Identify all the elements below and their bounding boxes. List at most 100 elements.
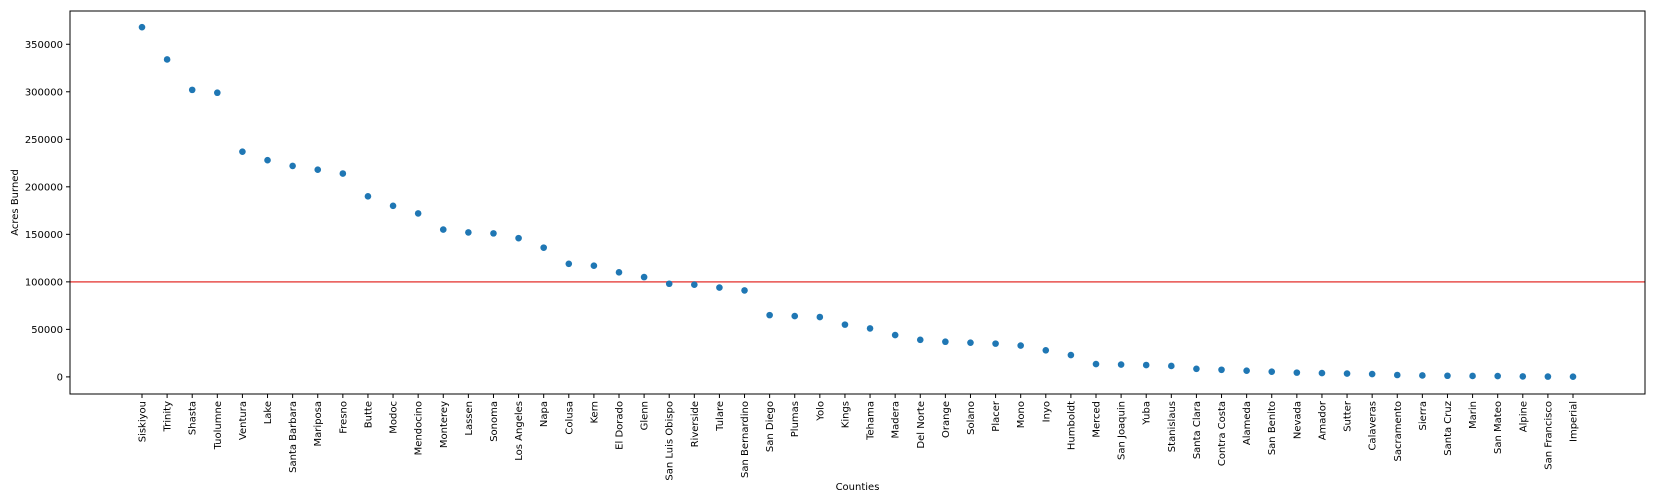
x-tick-label: Calaveras [1368, 401, 1379, 451]
data-point [1368, 370, 1376, 378]
data-point [1168, 362, 1175, 370]
data-point [1469, 372, 1476, 380]
x-tick-label: El Dorado [615, 401, 626, 450]
data-point [1042, 346, 1050, 354]
x-tick-label: Stanislaus [1167, 401, 1178, 452]
data-point [289, 162, 296, 170]
x-tick-label: Colusa [564, 401, 575, 435]
data-point [1494, 372, 1501, 380]
x-tick-label: Alameda [1242, 401, 1253, 445]
y-tick-label: 250000 [25, 135, 63, 146]
x-tick-label: San Benito [1267, 401, 1278, 455]
data-point [1544, 373, 1552, 380]
x-tick-label: Yolo [815, 401, 826, 422]
x-tick-label: Merced [1092, 401, 1103, 438]
x-tick-label: Inyo [1041, 401, 1052, 422]
data-point [188, 86, 196, 94]
x-tick-label: San Luis Obispo [665, 401, 676, 481]
x-tick-label: Sierra [1418, 401, 1429, 430]
x-tick-label: Sutter [1343, 400, 1354, 432]
x-tick-label: Madera [891, 401, 902, 439]
data-point [1092, 360, 1100, 368]
y-axis-label: Acres Burned [10, 169, 21, 236]
data-point [791, 312, 799, 320]
x-tick-label: Glenn [640, 401, 651, 430]
data-point [389, 202, 397, 210]
y-tick-label: 150000 [25, 230, 63, 241]
x-tick-label: San Joaquin [1117, 401, 1128, 460]
x-tick-label: San Mateo [1493, 401, 1504, 454]
data-point [1343, 370, 1351, 377]
x-tick-label: Riverside [690, 401, 701, 447]
x-tick-label: San Bernardino [740, 401, 751, 478]
x-tick-label: Fresno [338, 401, 349, 434]
y-tick-label: 200000 [25, 182, 63, 193]
data-point [1142, 361, 1150, 369]
x-tick-label: Marin [1468, 401, 1479, 429]
x-tick-label: Kern [589, 401, 600, 424]
data-point [1243, 367, 1250, 375]
data-point [665, 280, 673, 288]
x-tick-label: Trinity [163, 401, 174, 433]
data-point [691, 281, 698, 289]
data-point [741, 287, 748, 294]
data-point [565, 260, 573, 268]
x-tick-label: Sacramento [1393, 401, 1404, 461]
data-point [916, 336, 924, 344]
y-tick-label: 50000 [31, 325, 63, 336]
data-point [891, 331, 899, 339]
data-point [1393, 371, 1401, 379]
data-point [1419, 372, 1426, 379]
x-tick-label: Amador [1317, 400, 1328, 440]
y-axis-ticks: 0 50000 100000 150000 200000 250000 300000 3500… [25, 40, 70, 383]
x-tick-label: Siskiyou [138, 401, 149, 442]
x-tick-label: Mono [1016, 401, 1027, 428]
x-tick-label: Santa Barbara [288, 401, 299, 473]
data-point [490, 230, 497, 237]
x-tick-label: Tulare [715, 401, 726, 432]
x-tick-label: Alpine [1518, 401, 1529, 432]
x-tick-label: Placer [991, 400, 1002, 432]
data-point [942, 338, 949, 346]
y-tick-label: 300000 [25, 87, 63, 98]
data-point [1117, 361, 1125, 368]
x-tick-label: Tehama [866, 401, 877, 441]
x-tick-label: Ventura [238, 401, 249, 440]
x-tick-label: Kings [840, 401, 851, 428]
y-tick-label: 100000 [25, 277, 63, 288]
x-tick-label: Tuolumne [213, 401, 224, 450]
data-point [414, 210, 422, 217]
data-point [1569, 373, 1577, 381]
x-tick-label: Orange [941, 401, 952, 438]
x-tick-label: Mendocino [414, 401, 425, 455]
data-point [1067, 351, 1075, 359]
x-tick-label: San Diego [765, 401, 776, 452]
x-tick-label: Lake [263, 401, 274, 424]
data-point [1444, 372, 1451, 380]
data-point [640, 273, 648, 281]
x-tick-label: Yuba [1142, 401, 1153, 426]
x-tick-label: Imperial [1569, 401, 1580, 442]
x-tick-label: Santa Cruz [1443, 401, 1454, 456]
x-tick-label: Del Norte [916, 401, 927, 449]
x-tick-label: Contra Costa [1217, 401, 1228, 466]
x-axis-label: Counties [836, 482, 880, 493]
data-point [163, 56, 171, 63]
data-point [540, 244, 547, 251]
data-point [138, 23, 146, 31]
data-point [1017, 342, 1024, 349]
data-points [138, 23, 1577, 381]
plot-frame [69, 10, 1646, 395]
data-point [264, 156, 271, 164]
data-point [766, 311, 773, 319]
x-axis-ticks: Siskiyou Trinity Shasta Tuolumne Ventura Lake… [138, 394, 1580, 481]
y-tick-label: 350000 [25, 40, 63, 51]
data-point [590, 262, 598, 269]
data-point [1193, 365, 1200, 373]
x-tick-label: Napa [539, 401, 550, 427]
x-tick-label: Sonoma [489, 401, 500, 442]
x-tick-label: Santa Clara [1192, 401, 1203, 459]
x-tick-label: Modoc [389, 401, 400, 434]
